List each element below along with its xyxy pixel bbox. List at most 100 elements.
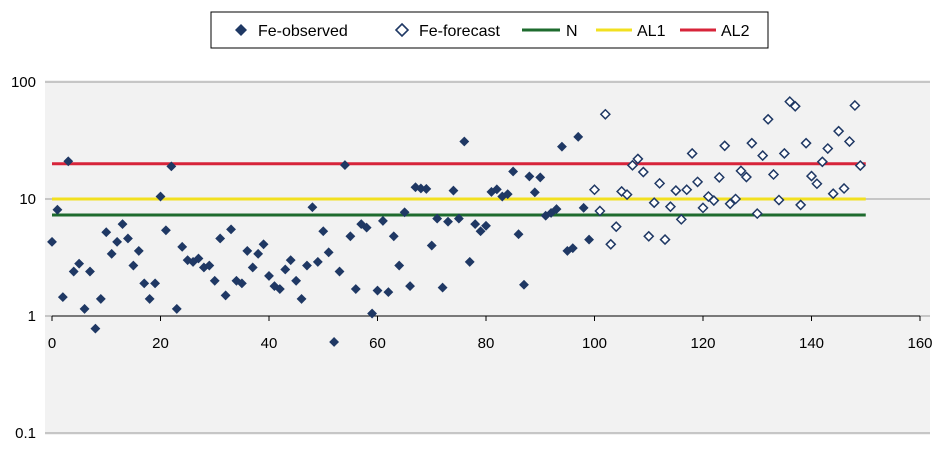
observed-point (399, 207, 410, 218)
observed-point (334, 266, 345, 277)
forecast-point (610, 221, 622, 233)
forecast-point (784, 96, 796, 108)
data-markers (47, 96, 866, 347)
observed-point (432, 213, 443, 224)
observed-point (367, 308, 377, 319)
observed-point (318, 226, 329, 237)
forecast-point (811, 178, 823, 190)
observed-point (133, 245, 144, 256)
observed-point (508, 166, 519, 177)
y-tick-label: 0.1 (15, 425, 36, 442)
x-tick-label: 40 (261, 335, 278, 352)
tick-labels: 100 10 1 0.1 0 20 40 60 80 100 120 140 160 (11, 74, 933, 442)
observed-point (573, 131, 584, 142)
observed-point (481, 220, 491, 231)
observed-point (155, 191, 166, 202)
observed-point (95, 293, 106, 304)
x-tick-label: 140 (799, 335, 824, 352)
observed-point (57, 292, 68, 303)
observed-point (47, 236, 57, 247)
legend-forecast-label: Fe-forecast (419, 23, 500, 40)
observed-point (340, 160, 350, 170)
forecast-point (713, 171, 725, 183)
observed-point (117, 219, 128, 230)
forecast-point (637, 166, 649, 178)
forecast-point (767, 168, 780, 181)
observed-point (79, 303, 90, 314)
observed-point (144, 293, 155, 304)
forecast-point (686, 147, 698, 160)
forecast-point (816, 156, 828, 168)
forecast-point (849, 99, 861, 112)
observed-point (264, 271, 274, 281)
observed-point (274, 284, 285, 294)
observed-point (204, 260, 215, 271)
observed-point (285, 255, 296, 266)
observed-point (215, 233, 226, 244)
observed-point (421, 183, 432, 194)
observed-point (258, 239, 269, 250)
forecast-point (833, 125, 845, 137)
legend-observed-marker (235, 24, 247, 36)
legend-n-label: N (566, 23, 578, 40)
y-tick-label: 1 (28, 308, 36, 325)
observed-point (394, 260, 405, 271)
observed-point (312, 256, 323, 267)
legend-box (210, 11, 769, 49)
forecast-point (838, 182, 850, 195)
observed-point (90, 323, 101, 334)
y-tick-label: 100 (11, 74, 36, 91)
forecast-point (659, 234, 671, 246)
forecast-point (670, 185, 682, 197)
observed-point (280, 264, 291, 275)
observed-point (388, 231, 399, 242)
observed-point (226, 224, 236, 235)
observed-point (372, 285, 383, 296)
forecast-point (588, 184, 601, 196)
x-tick-label: 100 (582, 335, 607, 352)
x-tick-label: 0 (48, 335, 56, 352)
forecast-point (632, 153, 644, 165)
forecast-point (621, 189, 633, 201)
forecast-point (626, 159, 639, 171)
observed-point (350, 284, 361, 294)
observed-point (220, 290, 231, 301)
forecast-point (800, 137, 812, 149)
x-tick-label: 160 (907, 335, 932, 352)
y-tick-label: 10 (19, 191, 36, 208)
forecast-point (822, 142, 834, 155)
x-tick-label: 60 (369, 335, 386, 352)
forecast-point (724, 198, 736, 210)
forecast-point (675, 213, 687, 225)
forecast-point (805, 170, 818, 182)
forecast-point (757, 150, 769, 162)
observed-point (112, 236, 123, 247)
observed-point (177, 241, 188, 252)
observed-point (85, 266, 95, 277)
observed-point (448, 185, 459, 196)
observed-point (242, 245, 253, 256)
forecast-point (789, 100, 801, 112)
forecast-point (778, 147, 790, 160)
plot-area (45, 80, 930, 435)
observed-point (557, 141, 567, 152)
observed-point (491, 184, 502, 195)
observed-point (361, 222, 372, 233)
forecast-point (654, 177, 666, 189)
observed-point (106, 248, 117, 259)
forecast-point (692, 176, 704, 188)
observed-point (529, 187, 540, 198)
observed-point (209, 275, 220, 286)
observed-point (68, 266, 79, 277)
forecast-point (773, 194, 785, 206)
observed-point (52, 204, 63, 215)
observed-point (410, 182, 421, 193)
forecast-point (795, 199, 807, 211)
observed-point (139, 278, 150, 289)
observed-point (426, 240, 437, 251)
observed-point (470, 219, 481, 230)
x-tick-label: 120 (690, 335, 715, 352)
x-tick-label: 20 (152, 335, 169, 352)
